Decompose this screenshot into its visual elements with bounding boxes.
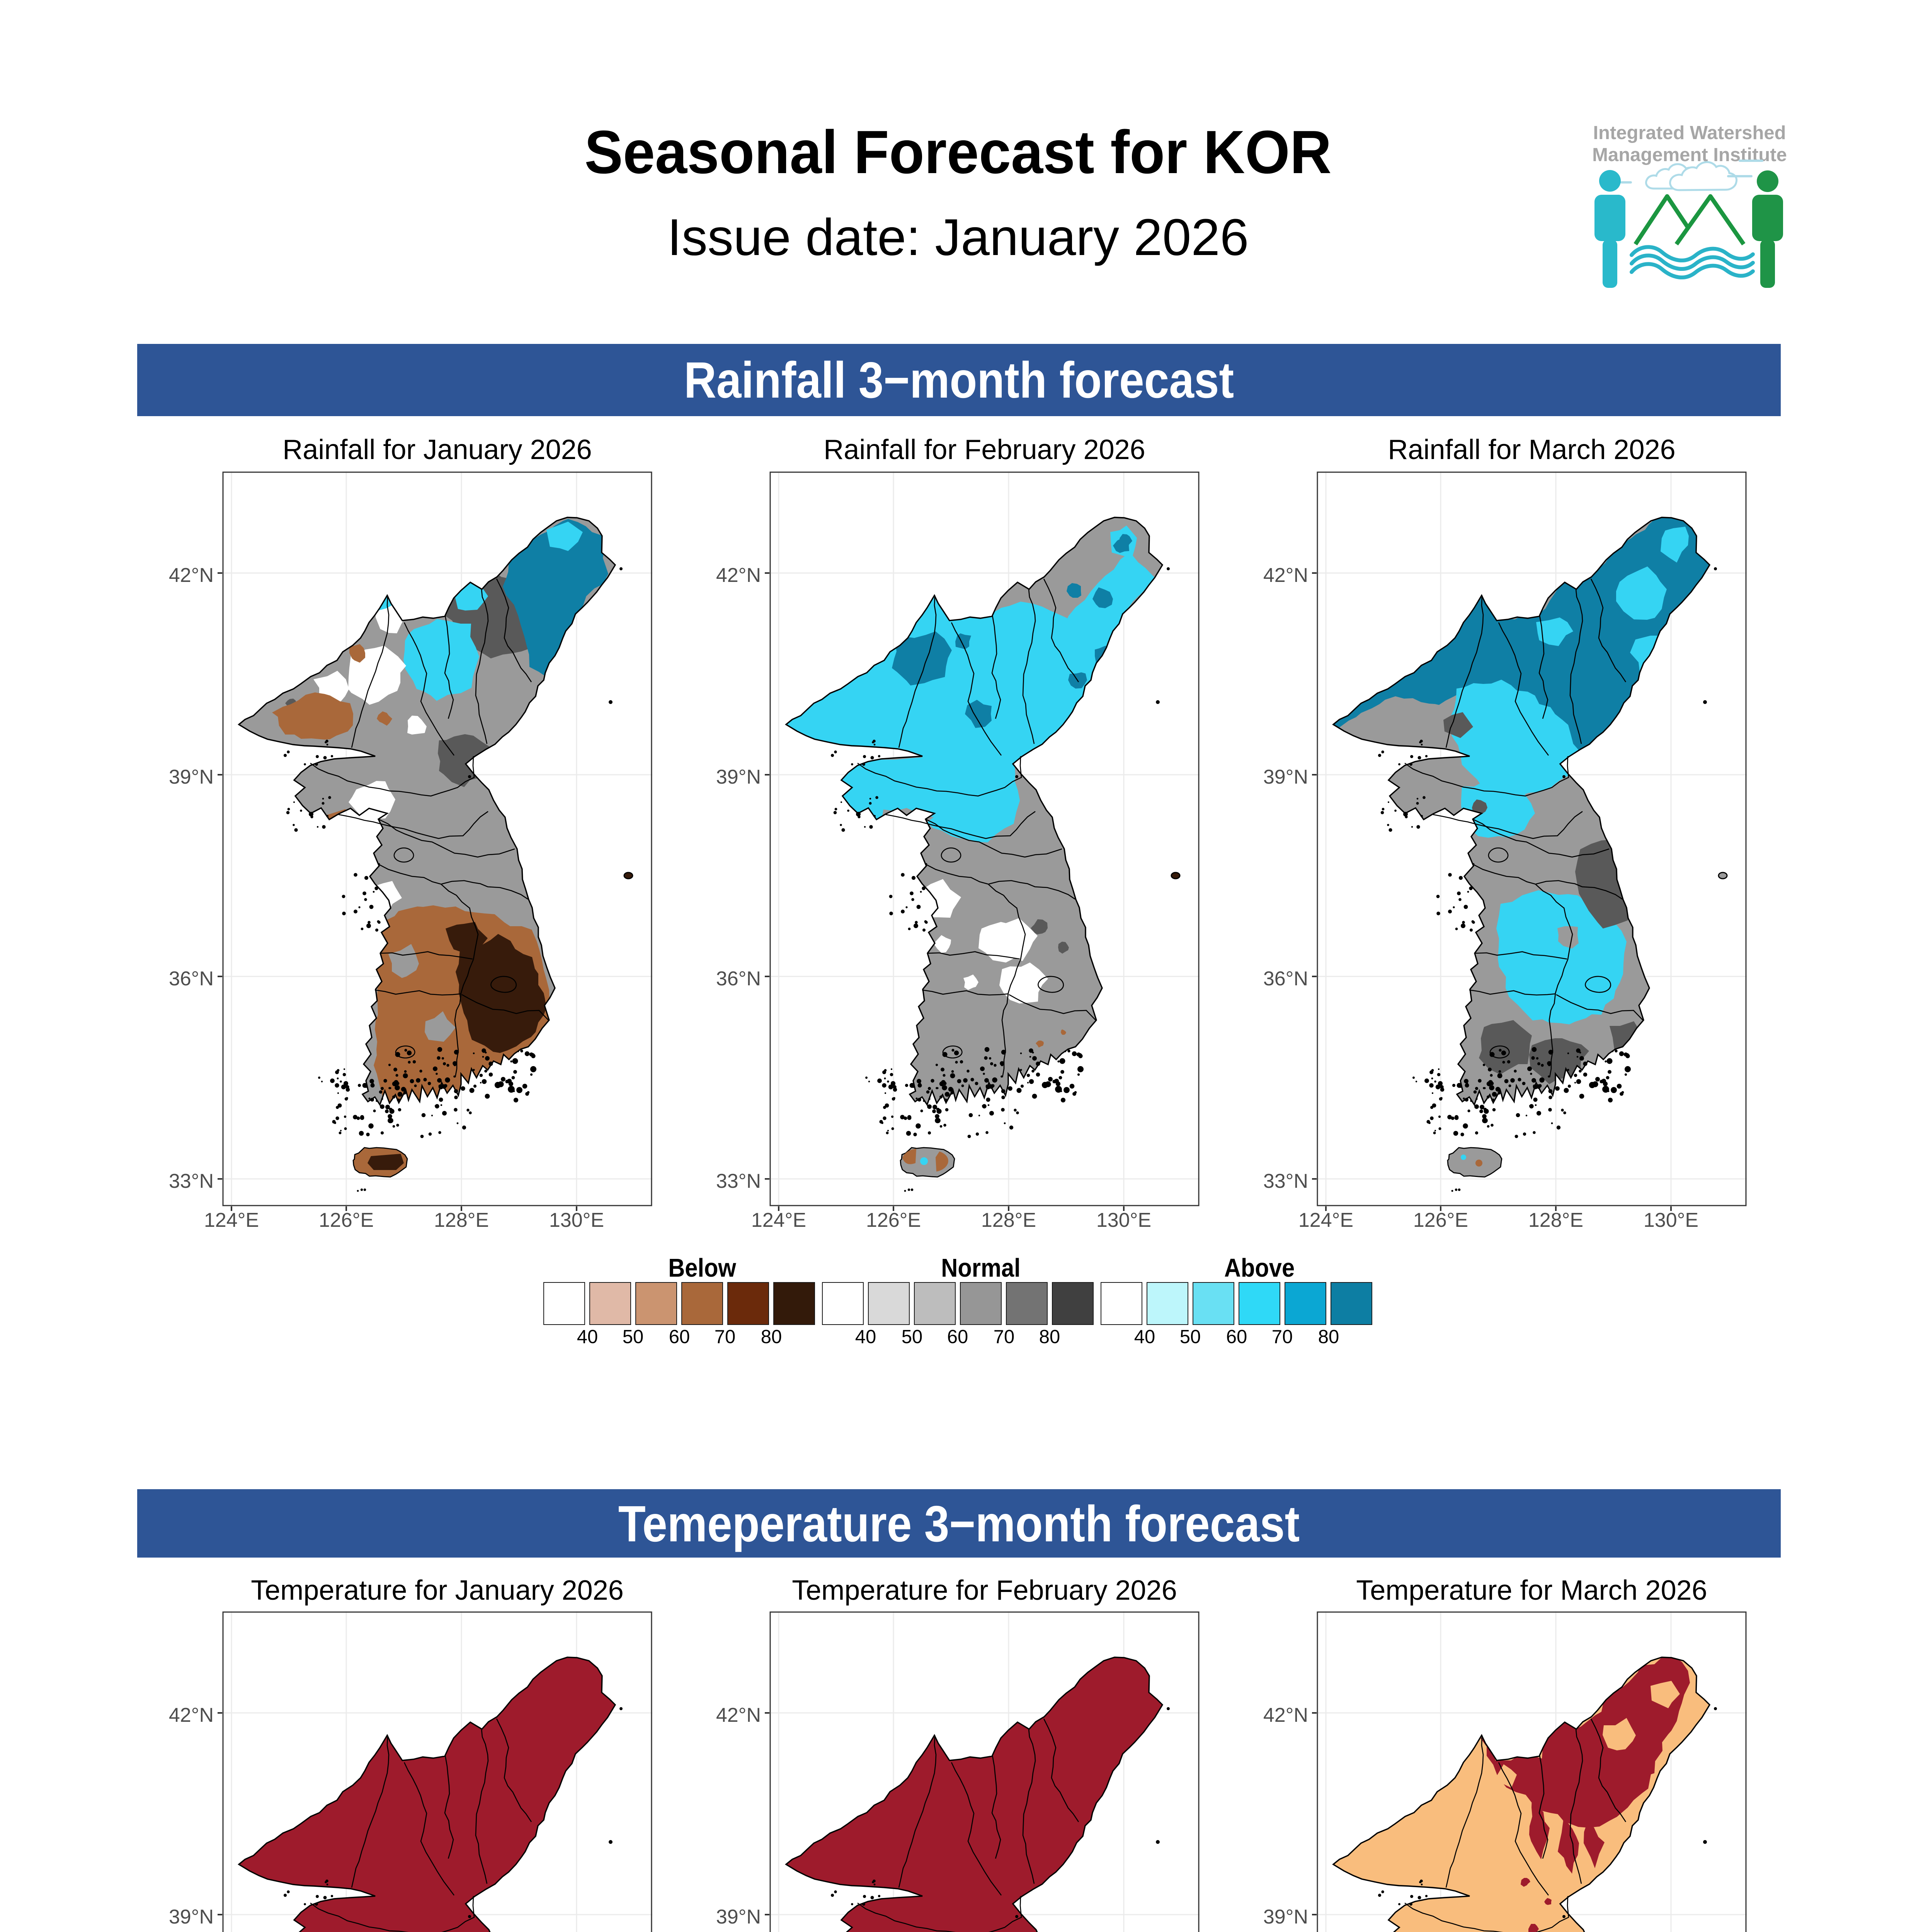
svg-text:Integrated Watershed: Integrated Watershed (1593, 122, 1786, 143)
svg-text:Management Institute: Management Institute (1592, 145, 1787, 165)
